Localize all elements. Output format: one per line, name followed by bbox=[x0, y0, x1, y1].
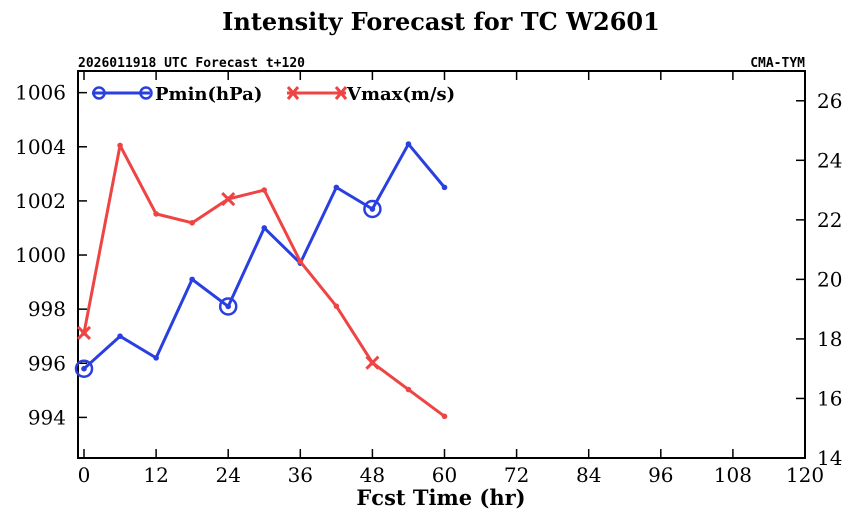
series-vmax bbox=[76, 142, 448, 420]
legend-label-pmin: Pmin(hPa) bbox=[155, 84, 262, 105]
y-left-tick-label: 1004 bbox=[15, 135, 66, 159]
data-point-vmax bbox=[117, 142, 123, 149]
x-tick-label: 48 bbox=[360, 463, 385, 487]
x-tick-label: 36 bbox=[288, 463, 313, 487]
data-marker-pmin bbox=[218, 297, 238, 316]
data-point-vmax bbox=[153, 211, 159, 217]
y-right-tick-label: 20 bbox=[817, 267, 842, 291]
data-marker-pmin bbox=[74, 359, 94, 378]
data-marker-vmax bbox=[365, 355, 380, 370]
chart-title: Intensity Forecast for TC W2601 bbox=[222, 7, 660, 36]
y-right-tick-label: 26 bbox=[817, 89, 842, 113]
legend-marker-pmin-right bbox=[139, 86, 153, 100]
y-axis-right: 14 16 18 20 22 24 26 bbox=[796, 89, 842, 470]
y-right-tick-label: 18 bbox=[817, 327, 842, 351]
x-tick-label: 24 bbox=[215, 463, 240, 487]
data-marker-vmax bbox=[221, 191, 236, 207]
y-right-tick-label: 16 bbox=[817, 386, 842, 410]
legend-marker-vmax-right bbox=[334, 86, 348, 100]
y-left-tick-label: 1000 bbox=[15, 243, 66, 267]
y-right-tick-label: 14 bbox=[817, 446, 842, 470]
legend-label-vmax: Vmax(m/s) bbox=[346, 84, 455, 105]
data-point-pmin bbox=[333, 184, 340, 191]
x-tick-label: 96 bbox=[648, 463, 673, 487]
data-point-vmax bbox=[441, 413, 448, 420]
y-left-tick-label: 996 bbox=[28, 351, 66, 375]
data-point-pmin bbox=[405, 141, 412, 147]
legend-marker-pmin-left bbox=[92, 86, 106, 100]
chart-subtitle-left: 2026011918 UTC Forecast t+120 bbox=[78, 56, 305, 71]
data-marker-pmin bbox=[363, 199, 382, 219]
y-right-tick-label: 22 bbox=[817, 208, 842, 232]
series-pmin bbox=[74, 141, 448, 378]
chart-subtitle-right: CMA-TYM bbox=[750, 56, 805, 71]
data-point-pmin bbox=[117, 333, 123, 340]
x-tick-label: 60 bbox=[432, 463, 457, 487]
data-point-pmin bbox=[189, 276, 195, 283]
data-point-pmin bbox=[225, 303, 232, 310]
y-left-tick-label: 998 bbox=[28, 297, 66, 321]
x-tick-label: 120 bbox=[786, 463, 824, 487]
series-line-vmax bbox=[82, 143, 446, 418]
data-point-pmin bbox=[261, 225, 268, 231]
data-point-vmax bbox=[405, 386, 412, 393]
x-tick-label: 84 bbox=[576, 463, 601, 487]
y-right-tick-label: 24 bbox=[817, 148, 842, 172]
series-layer bbox=[74, 141, 448, 420]
x-tick-label: 12 bbox=[143, 463, 168, 487]
y-axis-left: 994 996 998 1000 1002 1004 1006 bbox=[15, 81, 87, 429]
data-point-pmin bbox=[441, 184, 448, 191]
x-tick-label: 108 bbox=[714, 463, 752, 487]
x-axis: 0 12 24 36 48 60 72 84 96 108 120 bbox=[78, 71, 824, 487]
data-point-pmin bbox=[81, 365, 87, 372]
data-point-vmax bbox=[189, 220, 195, 226]
y-left-tick-label: 1006 bbox=[15, 81, 66, 105]
data-marker-vmax bbox=[76, 325, 92, 341]
x-axis-label: Fcst Time (hr) bbox=[356, 485, 525, 510]
plot-frame bbox=[77, 70, 806, 459]
data-point-vmax bbox=[261, 187, 268, 193]
data-point-pmin bbox=[369, 206, 376, 212]
data-point-vmax bbox=[297, 258, 304, 265]
x-tick-label: 72 bbox=[504, 463, 529, 487]
data-point-pmin bbox=[153, 355, 159, 361]
data-point-vmax bbox=[333, 303, 340, 309]
legend: Pmin(hPa) Vmax(m/s) bbox=[92, 84, 455, 105]
y-left-tick-label: 1002 bbox=[15, 189, 66, 213]
legend-marker-vmax-left bbox=[286, 86, 300, 100]
x-tick-label: 0 bbox=[78, 463, 91, 487]
y-left-tick-label: 994 bbox=[28, 405, 66, 429]
